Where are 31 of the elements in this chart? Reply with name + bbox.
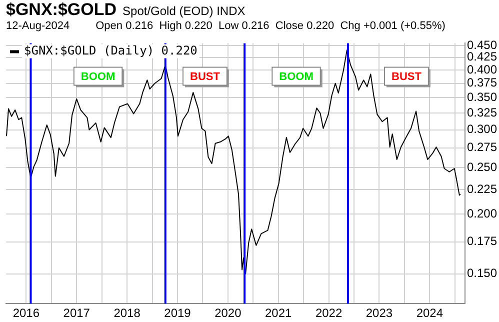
x-tick-label: 2024 (416, 306, 444, 320)
y-tick-label: 0.275 (466, 140, 498, 154)
y-tick-label: 0.300 (466, 122, 498, 136)
annotation: BUST (391, 71, 422, 84)
annotation: BOOM (279, 71, 314, 84)
x-tick-label: 2023 (366, 306, 393, 320)
y-tick-label: 0.250 (466, 160, 498, 174)
x-tick-label: 2021 (265, 306, 292, 320)
annotation: BOOM (80, 71, 116, 84)
text: 12-Aug-2024 (6, 20, 70, 32)
y-tick-label: 0.400 (466, 62, 498, 76)
y-tick-label: 0.175 (466, 234, 498, 248)
y-tick-label: 0.150 (466, 266, 498, 280)
x-tick-label: 2020 (214, 306, 242, 320)
y-tick-label: 0.325 (466, 105, 498, 120)
y-tick-label: 0.450 (466, 38, 498, 52)
x-tick-label: 2018 (114, 306, 141, 320)
y-tick-label: 0.375 (466, 76, 498, 90)
text: Open 0.216 High 0.220 Low 0.216 Close 0.220 Chg +0.001 (+0.55%) (96, 20, 446, 32)
x-tick-label: 2022 (315, 306, 342, 320)
x-tick-label: 2019 (164, 306, 192, 320)
annotation: BUST (190, 71, 220, 84)
y-tick-label: 0.200 (466, 206, 498, 220)
x-tick-label: 2017 (63, 306, 90, 320)
y-tick-label: 0.350 (466, 90, 498, 104)
y-tick-label: 0.225 (466, 182, 498, 196)
x-tick-label: 2016 (12, 306, 40, 320)
legend-label: $GNX:$GOLD (Daily) 0.220 (24, 43, 198, 58)
chart-title: $GNX:$GOLD (6, 0, 117, 19)
y-tick-label: 0.425 (466, 50, 498, 64)
chart-subtitle: Spot/Gold (EOD) INDX (122, 4, 246, 18)
